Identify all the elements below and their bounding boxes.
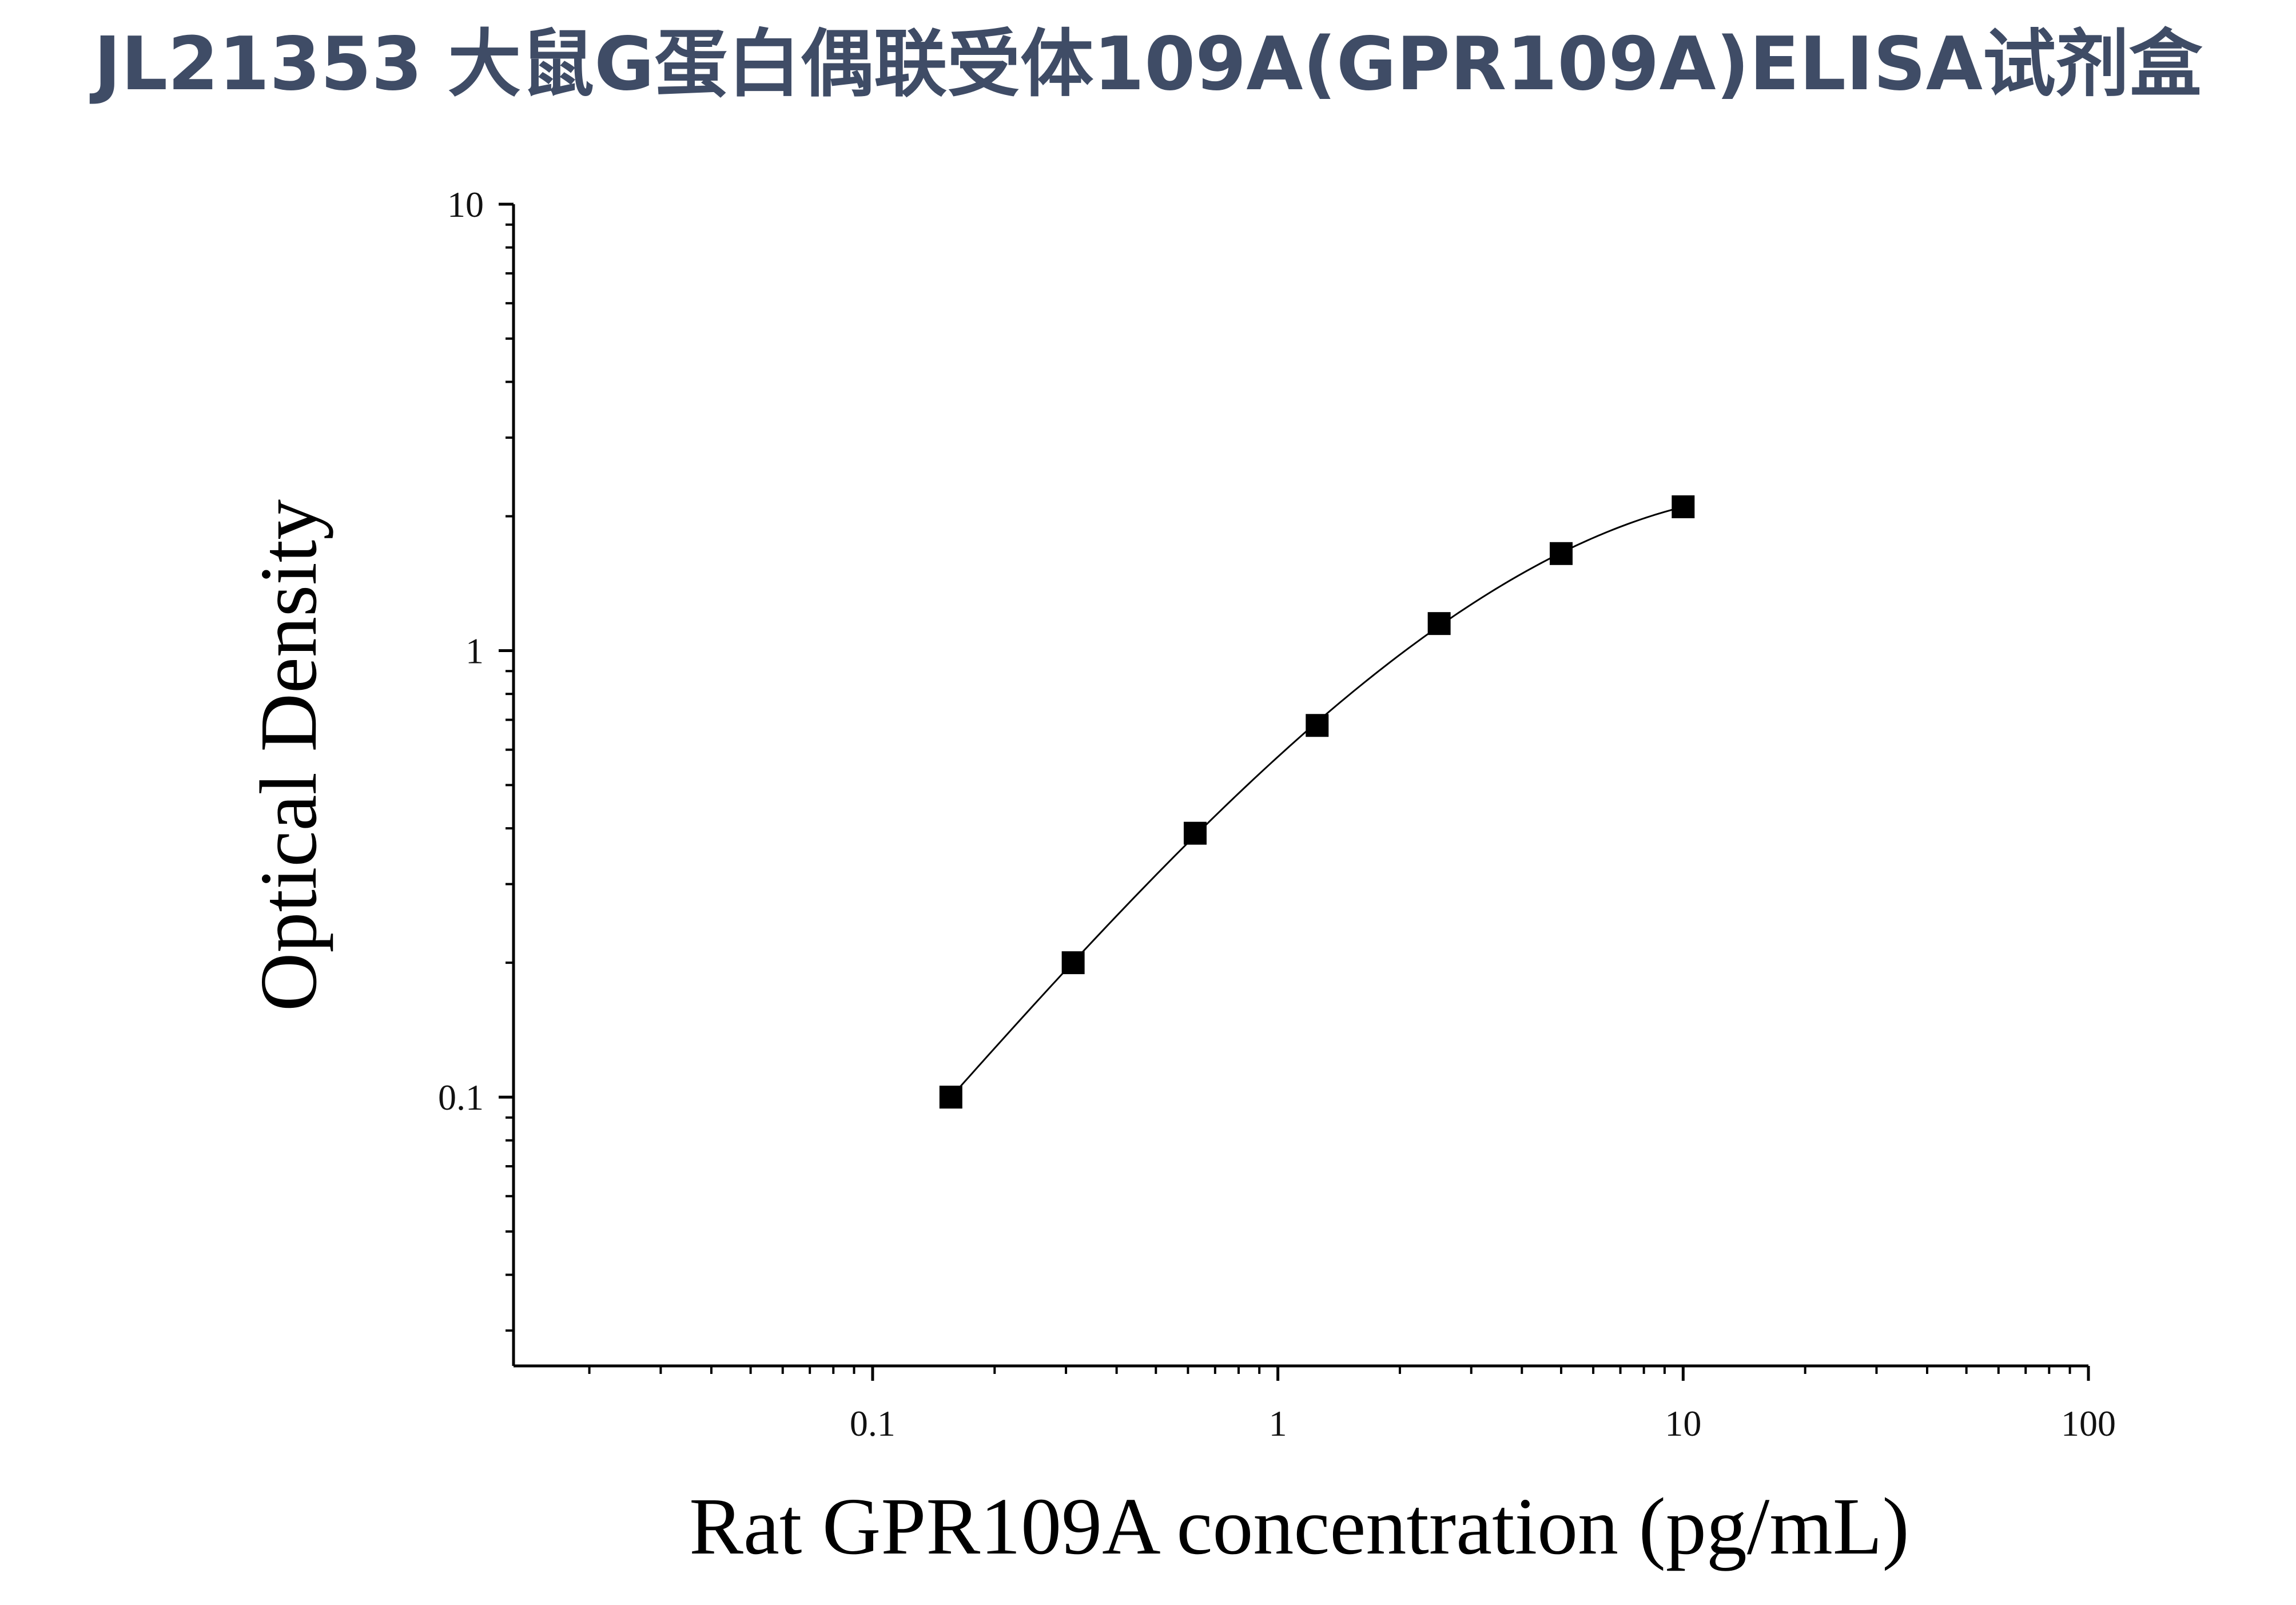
- data-point: [1427, 612, 1451, 635]
- y-tick-label: 1: [465, 631, 484, 672]
- data-point: [1549, 542, 1573, 565]
- x-tick-label: 100: [2061, 1403, 2116, 1444]
- x-tick-label: 1: [1269, 1403, 1287, 1444]
- x-axis-title: Rat GPR109A concentration (pg/mL): [689, 1481, 1909, 1571]
- axis-labels-layer: Rat GPR109A concentration (pg/mL) Optica…: [243, 499, 1909, 1571]
- data-point: [1306, 714, 1329, 737]
- data-point: [1183, 821, 1207, 845]
- data-point: [1061, 951, 1085, 975]
- chart-axes: 0.1 1 10 100 0.1 1 10: [438, 184, 2116, 1444]
- fit-curve: [950, 506, 1684, 1098]
- y-tick-label: 10: [447, 184, 484, 225]
- data-points-layer: [939, 495, 1695, 1109]
- data-point: [939, 1086, 962, 1109]
- y-axis-title: Optical Density: [243, 499, 333, 1011]
- data-point: [1672, 495, 1695, 519]
- page-title: JL21353 大鼠G蛋白偶联受体109A(GPR109A)ELISA试剂盒: [94, 22, 2202, 107]
- fit-curve-layer: [950, 506, 1684, 1098]
- y-tick-label: 0.1: [438, 1077, 484, 1118]
- x-tick-label: 10: [1665, 1403, 1701, 1444]
- x-tick-label: 0.1: [850, 1403, 896, 1444]
